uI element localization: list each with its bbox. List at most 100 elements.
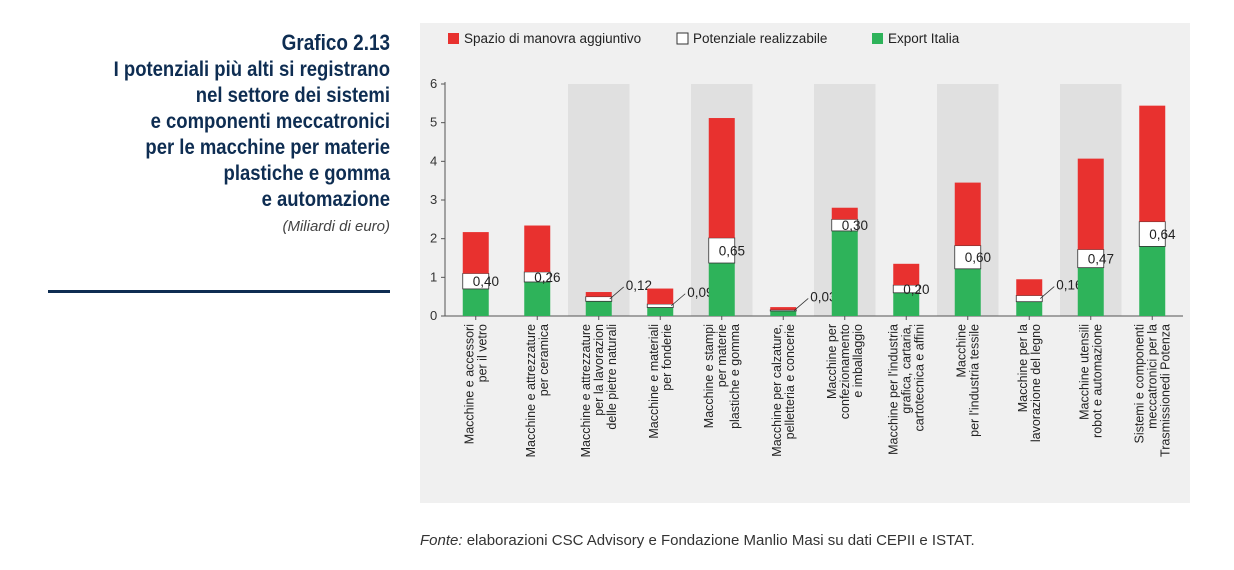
value-label: 0,60 (965, 250, 991, 265)
value-label: 0,30 (842, 218, 868, 233)
category-label-line: Macchine e attrezzature (524, 324, 538, 457)
bar-spazio-manovra (462, 232, 489, 274)
bar-spazio-manovra (770, 307, 797, 310)
bar-export-italia (708, 263, 735, 316)
category-label-line: confezionamento (838, 324, 852, 419)
legend-entry: Spazio di manovra aggiuntivo (464, 31, 641, 46)
figure-heading: Grafico 2.13 I potenziali più alti si re… (20, 30, 390, 235)
value-label: 0,12 (626, 278, 652, 293)
category-label-line: Macchine utensili (1077, 324, 1091, 420)
value-label: 0,26 (534, 270, 560, 285)
bar-spazio-manovra (1016, 279, 1043, 296)
figure-subtitle: (Miliardi di euro) (282, 218, 390, 235)
category-label: Macchine e accessoriper il vetro (462, 324, 489, 444)
category-label-line: plastiche e gomma (728, 324, 742, 429)
legend-entry: Potenziale realizzabile (693, 31, 827, 46)
category-label: Macchine utensilirobot e automazione (1077, 324, 1104, 438)
source-text: elaborazioni CSC Advisory e Fondazione M… (462, 532, 975, 549)
y-tick-label: 2 (430, 231, 437, 246)
category-label: Macchine e stampiper materieplastiche e … (702, 324, 742, 429)
category-label: Macchine e materialiper fonderie (647, 324, 674, 439)
category-label: Sistemi e componentimeccatronici per laT… (1132, 324, 1172, 457)
y-tick-label: 4 (430, 153, 437, 168)
source-note: Fonte: elaborazioni CSC Advisory e Fonda… (420, 532, 975, 549)
category-label: Macchine per lalavorazione del legno (1016, 324, 1043, 442)
category-label-line: cartotecnica e affini (912, 324, 926, 431)
category-label-line: per il vetro (475, 324, 489, 382)
legend-swatch (448, 33, 459, 44)
source-prefix: Fonte: (420, 532, 463, 549)
bar-export-italia (770, 310, 797, 316)
category-label-line: Macchine e stampi (702, 324, 716, 428)
category-label: Macchineper l'industria tessile (954, 324, 981, 437)
category-label-line: Sistemi e componenti (1132, 324, 1146, 444)
value-label: 0,40 (473, 274, 499, 289)
category-label-line: Macchine e materiali (647, 324, 661, 439)
category-label-line: Macchine e attrezzature (579, 324, 593, 457)
title-divider (48, 290, 390, 293)
category-label: Macchine per l'industriagrafica, cartari… (886, 324, 926, 455)
bar-potenziale-realizzabile (769, 309, 797, 312)
category-label-line: Macchine (954, 324, 968, 378)
y-tick-label: 5 (430, 115, 437, 130)
legend-swatch (676, 32, 689, 45)
bar-export-italia (954, 268, 981, 316)
legend-swatch (872, 33, 883, 44)
bar-export-italia (462, 288, 489, 316)
category-label-line: e imballaggio (851, 324, 865, 398)
bar-export-italia (524, 281, 551, 316)
category-label: Macchine per calzature,pelletteria e con… (770, 324, 797, 457)
value-leader-line (1039, 286, 1055, 299)
category-label-line: pelletteria e concerie (783, 324, 797, 439)
category-label: Macchine perconfezionamentoe imballaggio (825, 324, 865, 419)
bar-potenziale-realizzabile (585, 296, 613, 302)
bar-spazio-manovra (524, 225, 551, 272)
bar-potenziale-realizzabile (1015, 295, 1043, 303)
bar-export-italia (1016, 301, 1043, 316)
bar-spazio-manovra (585, 292, 612, 297)
y-tick-label: 1 (430, 269, 437, 284)
bar-export-italia (1077, 267, 1104, 316)
bar-spazio-manovra (1139, 105, 1166, 222)
value-label: 0,03 (810, 289, 836, 304)
category-label-line: robot e automazione (1090, 324, 1104, 438)
category-label-line: Trasmissionedi Potenza (1158, 324, 1172, 457)
category-label: Macchine e attrezzatureper la lavorazion… (579, 324, 619, 457)
value-label: 0,65 (719, 243, 745, 258)
bar-spazio-manovra (954, 182, 981, 246)
bar-spazio-manovra (893, 263, 920, 286)
bar-export-italia (1139, 246, 1166, 316)
legend-entry: Export Italia (888, 31, 960, 46)
value-label: 0,20 (903, 282, 929, 297)
category-label-line: Macchine per calzature, (770, 324, 784, 457)
chart-panel: 0 1 2 3 4 5 6 0,40 Macchine e accessoriper il ve… (420, 23, 1190, 503)
category-label-line: per fonderie (660, 324, 674, 391)
shaded-band (568, 84, 630, 316)
category-label-line: Macchine per l'industria (886, 324, 900, 455)
bar-potenziale-realizzabile (1138, 221, 1166, 247)
category-label-line: lavorazione del legno (1029, 324, 1043, 442)
value-leader-line (793, 298, 809, 311)
value-label: 0,64 (1149, 227, 1176, 242)
category-label-line: Macchine e accessori (462, 324, 476, 444)
y-tick-label: 6 (430, 76, 437, 91)
bar-export-italia (647, 307, 674, 316)
bar-export-italia (585, 301, 612, 316)
bar-potenziale-realizzabile (646, 303, 674, 308)
category-label-line: grafica, cartaria, (899, 324, 913, 414)
category-label: Macchine e attrezzatureper ceramica (524, 324, 551, 457)
category-label-line: meccatronici per la (1145, 324, 1159, 429)
category-label-line: per la lavorazion (592, 324, 606, 416)
value-label: 0,16 (1056, 278, 1082, 293)
bar-spazio-manovra (831, 207, 858, 220)
y-tick-label: 0 (430, 308, 437, 323)
y-tick-label: 3 (430, 192, 437, 207)
category-label-line: per l'industria tessile (967, 324, 981, 437)
category-label-line: Macchine per (825, 324, 839, 399)
category-label-line: per materie (715, 324, 729, 387)
category-label-line: per ceramica (537, 324, 551, 396)
stacked-bar-chart: 0 1 2 3 4 5 6 0,40 Macchine e accessoriper il ve… (430, 31, 1183, 457)
value-leader-line (670, 293, 686, 307)
bar-spazio-manovra (647, 288, 674, 305)
bar-export-italia (831, 230, 858, 316)
